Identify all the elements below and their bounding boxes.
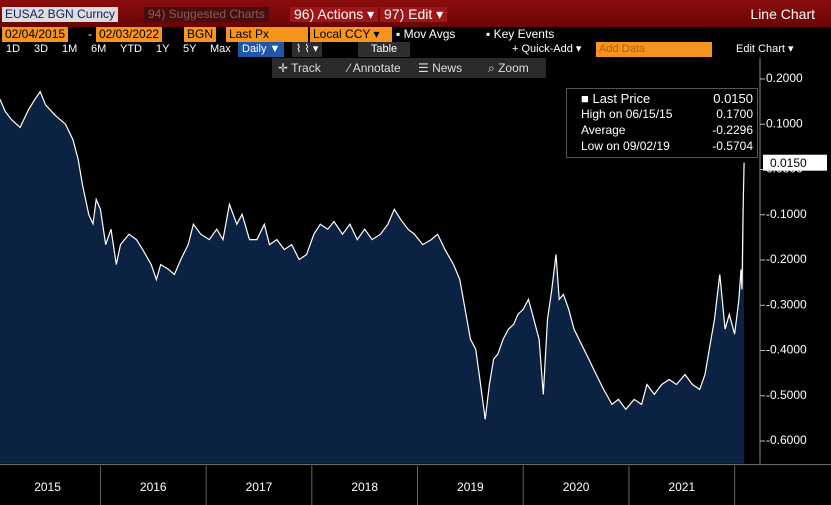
y-tick-label: 0.1000: [766, 116, 803, 130]
period-button[interactable]: 1D: [6, 43, 21, 55]
suggested-charts[interactable]: 94) Suggested Charts: [144, 7, 269, 22]
key-events[interactable]: ▪ Key Events: [486, 27, 555, 41]
tool-bar: ✛ Track ⁄ Annotate ☰ News ⌕ Zoom: [272, 58, 546, 78]
y-tick-label: -0.3000: [766, 297, 807, 311]
mov-avgs-label: Mov Avgs: [403, 27, 456, 41]
stats-box: ■ Last Price 0.0150 High on 06/15/15 0.17…: [566, 88, 758, 158]
stat-name: Average: [581, 123, 626, 137]
start-date[interactable]: 02/04/2015: [2, 27, 69, 42]
x-tick-label: 2020: [563, 480, 590, 494]
stat-value: 0.1700: [716, 107, 753, 121]
x-tick-label: 2021: [668, 480, 695, 494]
stat-value: -0.2296: [712, 123, 753, 137]
legend-label: Last Price: [592, 91, 651, 106]
title-bar: EUSA2 BGN Curncy 94) Suggested Charts 96…: [0, 0, 831, 27]
period-button[interactable]: 1Y: [156, 43, 170, 55]
edit-chart[interactable]: Edit Chart ▾: [736, 43, 794, 55]
chart-type: Line Chart: [750, 6, 815, 22]
period-button[interactable]: 1M: [62, 43, 78, 55]
quick-add[interactable]: + Quick-Add ▾: [512, 43, 582, 55]
line: [0, 90, 745, 420]
line-icon[interactable]: ⌇ ⌇ ▾: [292, 42, 323, 57]
table-button[interactable]: Table: [358, 42, 410, 57]
tool-button[interactable]: ⌕ Zoom: [488, 61, 529, 75]
legend-value: 0.0150: [713, 91, 753, 106]
security-field[interactable]: EUSA2 BGN Curncy: [2, 7, 119, 22]
y-tick-label: 0.2000: [766, 71, 803, 85]
y-tick-label: -0.5000: [766, 388, 807, 402]
x-tick-label: 2018: [351, 480, 378, 494]
x-tick-label: 2015: [34, 480, 61, 494]
add-data[interactable]: Add Data: [596, 42, 712, 57]
source[interactable]: BGN: [184, 27, 217, 42]
last-value-label: 0.0150: [770, 156, 807, 170]
end-date[interactable]: 02/03/2022: [96, 27, 163, 42]
y-tick-label: -0.6000: [766, 433, 807, 447]
tool-label: News: [432, 61, 463, 75]
mov-avgs[interactable]: ▪ Mov Avgs: [396, 27, 456, 41]
area: [0, 91, 745, 464]
frequency[interactable]: Daily ▼: [238, 42, 285, 57]
y-tick-label: -0.4000: [766, 343, 807, 357]
tool-button[interactable]: ✛ Track: [278, 61, 321, 75]
edit-menu[interactable]: 97) Edit ▾: [380, 7, 448, 22]
tool-label: Track: [291, 61, 321, 75]
y-tick-label: -0.1000: [766, 207, 807, 221]
date-separator: -: [88, 27, 92, 41]
stat-name: Low on 09/02/19: [581, 139, 670, 153]
tool-label: Annotate: [352, 61, 401, 75]
period-button[interactable]: 5Y: [183, 43, 197, 55]
y-tick-label: -0.2000: [766, 252, 807, 266]
tool-button[interactable]: ⁄ Annotate: [348, 61, 401, 75]
x-tick-label: 2019: [457, 480, 484, 494]
currency[interactable]: Local CCY ▾: [310, 27, 392, 42]
legend-name: ■ Last Price: [581, 91, 651, 106]
actions-menu[interactable]: 96) Actions ▾: [290, 7, 379, 22]
key-events-label: Key Events: [493, 27, 555, 41]
period-button[interactable]: YTD: [120, 43, 142, 55]
settings-bar: 02/04/2015 - 02/03/2022 BGN Last Px Loca…: [0, 27, 831, 42]
x-tick-label: 2017: [246, 480, 273, 494]
last-value-tag: [763, 154, 827, 171]
period-button[interactable]: Max: [210, 43, 231, 55]
period-button[interactable]: 6M: [91, 43, 107, 55]
stat-name: High on 06/15/15: [581, 107, 673, 121]
field[interactable]: Last Px: [226, 27, 308, 42]
x-tick-label: 2016: [140, 480, 167, 494]
period-button[interactable]: 3D: [34, 43, 49, 55]
stat-value: -0.5704: [712, 139, 753, 153]
period-bar: Daily ▼ ⌇ ⌇ ▾ Table + Quick-Add ▾ Add Da…: [0, 42, 831, 57]
tool-button[interactable]: ☰ News: [418, 61, 463, 75]
tool-label: Zoom: [498, 61, 529, 75]
